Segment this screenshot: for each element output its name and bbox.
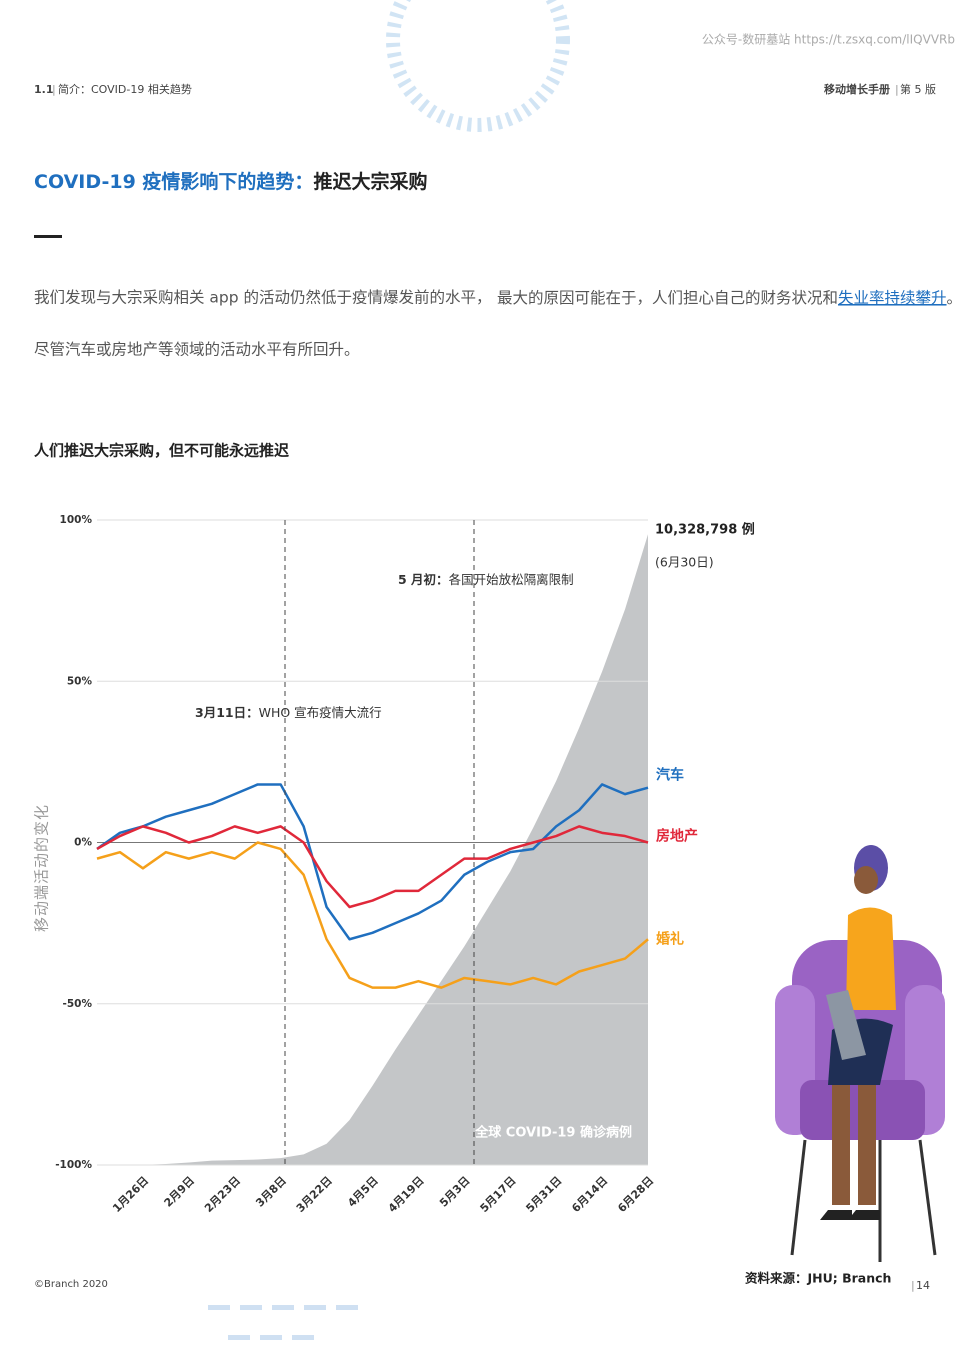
x-tick-label: 5月17日 — [478, 1174, 519, 1215]
area-label: 全球 COVID-19 确诊病例 — [474, 1125, 632, 1141]
section-number: 1.1 — [34, 83, 54, 96]
annotation-bold: 3月11日： — [195, 705, 259, 720]
edition: 第 5 版 — [900, 82, 936, 96]
y-tick-label: 50% — [67, 675, 93, 687]
annotation: 3月11日：WHO 宣布疫情大流行 — [195, 705, 382, 720]
x-tick-label: 5月3日 — [437, 1174, 473, 1210]
cases-date: (6月30日) — [655, 555, 714, 570]
series-label: 汽车 — [656, 767, 684, 784]
title-rule — [34, 235, 62, 238]
section-title: 简介：COVID-19 相关趋势 — [58, 82, 192, 96]
decor-dashes — [208, 1305, 358, 1340]
y-axis-label: 移动端活动的变化 — [33, 804, 51, 932]
x-tick-label: 1月26日 — [110, 1174, 151, 1215]
divider: | — [52, 83, 56, 96]
x-tick-label: 2月23日 — [202, 1174, 243, 1215]
chart: -100% -50% 0% 50% 100% 1月26日 2月9日 2月23日 3月8日 3月22… — [55, 514, 698, 1215]
cases-total: 10,328,798 例 — [655, 522, 755, 538]
body-line: 最大的原因可能在于，人们担心自己的财务状况和失业率持续攀升。 — [497, 289, 960, 307]
annotation-text: WHO 宣布疫情大流行 — [259, 705, 382, 720]
body-text: 。 — [947, 289, 960, 307]
y-tick-label: 100% — [60, 514, 93, 526]
source: 资料来源：JHU; Branch — [745, 1271, 891, 1286]
y-tick-label: -100% — [55, 1159, 92, 1171]
series-line — [96, 841, 649, 989]
annotation: 5 月初：各国开始放松隔离限制 — [398, 572, 574, 587]
x-tick-label: 2月9日 — [161, 1174, 197, 1210]
watermark: 公众号-数研墓站 https://t.zsxq.com/lIQVVRb — [702, 32, 955, 47]
page-title: COVID-19 疫情影响下的趋势：推迟大宗采购 — [34, 170, 427, 193]
y-tick-label: 0% — [74, 837, 92, 849]
x-tick-label: 5月31日 — [523, 1174, 564, 1215]
x-tick-label: 3月22日 — [294, 1174, 335, 1215]
y-tick-label: -50% — [63, 998, 93, 1010]
x-tick-label: 4月19日 — [386, 1174, 427, 1215]
copyright: ©Branch 2020 — [34, 1279, 108, 1290]
series-label: 婚礼 — [656, 930, 684, 947]
title-rest: 推迟大宗采购 — [313, 170, 427, 193]
x-tick-label: 3月8日 — [253, 1174, 289, 1210]
divider: | — [911, 1279, 915, 1292]
body-line: 尽管汽车或房地产等领域的活动水平有所回升。 — [34, 341, 360, 359]
series-line — [96, 783, 649, 941]
body-text: 最大的原因可能在于，人们担心自己的财务状况和 — [497, 289, 838, 307]
x-tick-label: 6月14日 — [569, 1174, 610, 1215]
body-line: 我们发现与大宗采购相关 app 的活动仍然低于疫情爆发前的水平， — [34, 288, 492, 307]
annotation-text: 各国开始放松隔离限制 — [449, 572, 574, 587]
x-tick-label: 4月5日 — [345, 1174, 381, 1210]
page-number: 14 — [916, 1279, 930, 1292]
chart-title: 人们推迟大宗采购，但不可能永远推迟 — [34, 442, 289, 460]
body-link[interactable]: 失业率持续攀升 — [838, 289, 947, 307]
x-tick-label: 6月28日 — [615, 1174, 656, 1215]
title-highlight: COVID-19 疫情影响下的趋势： — [34, 170, 313, 193]
annotation-bold: 5 月初： — [398, 572, 449, 587]
decor-circle — [386, 0, 570, 132]
book-title: 移动增长手册 — [824, 82, 890, 96]
series-line — [96, 825, 649, 909]
illustration — [775, 845, 945, 1262]
divider: | — [895, 83, 899, 96]
series-label: 房地产 — [656, 828, 698, 845]
